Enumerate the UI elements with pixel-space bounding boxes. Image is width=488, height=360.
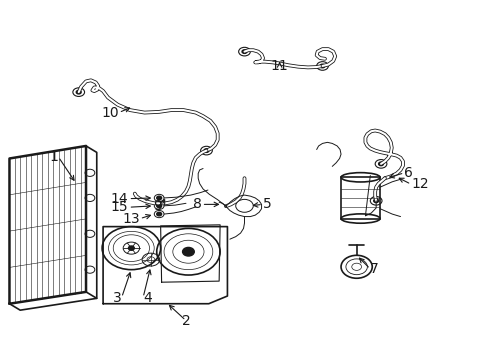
Circle shape (320, 64, 325, 68)
Circle shape (242, 50, 246, 53)
Text: 7: 7 (369, 262, 378, 276)
Circle shape (373, 199, 378, 203)
Text: 5: 5 (263, 197, 271, 211)
Circle shape (157, 196, 161, 200)
Text: 10: 10 (101, 105, 119, 120)
Circle shape (378, 162, 383, 166)
Text: 15: 15 (111, 200, 128, 214)
Text: 9: 9 (152, 199, 161, 213)
Circle shape (157, 204, 161, 208)
Text: 14: 14 (111, 192, 128, 206)
Circle shape (182, 247, 194, 256)
Text: 8: 8 (192, 197, 201, 211)
Text: 4: 4 (143, 291, 151, 305)
Circle shape (157, 212, 161, 216)
Text: 13: 13 (122, 212, 140, 226)
Circle shape (203, 149, 208, 152)
Text: 3: 3 (113, 291, 122, 305)
Bar (340, 177, 379, 219)
Circle shape (76, 90, 81, 94)
Text: 1: 1 (49, 150, 58, 164)
Text: 2: 2 (181, 314, 190, 328)
Circle shape (128, 246, 134, 250)
Text: 11: 11 (270, 59, 288, 73)
Text: 6: 6 (404, 166, 412, 180)
Text: 12: 12 (410, 177, 428, 191)
